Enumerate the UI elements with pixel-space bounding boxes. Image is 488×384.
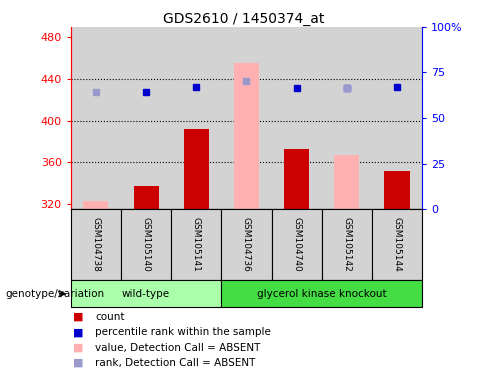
Bar xyxy=(284,149,309,209)
Bar xyxy=(222,209,271,280)
Text: ■: ■ xyxy=(73,327,84,337)
Text: GSM104738: GSM104738 xyxy=(91,217,101,272)
Bar xyxy=(385,171,409,209)
Text: percentile rank within the sample: percentile rank within the sample xyxy=(95,327,271,337)
Text: glycerol kinase knockout: glycerol kinase knockout xyxy=(257,289,386,299)
Text: count: count xyxy=(95,312,124,322)
Bar xyxy=(234,63,259,209)
Bar xyxy=(71,280,222,307)
Text: ■: ■ xyxy=(73,343,84,353)
Bar xyxy=(334,155,359,209)
Bar xyxy=(372,209,422,280)
Bar xyxy=(171,209,222,280)
Text: ■: ■ xyxy=(73,358,84,368)
Text: GSM105144: GSM105144 xyxy=(392,217,402,272)
Text: GSM104740: GSM104740 xyxy=(292,217,301,272)
Bar xyxy=(134,186,159,209)
Text: GSM105142: GSM105142 xyxy=(342,217,351,272)
Bar xyxy=(271,209,322,280)
Bar xyxy=(121,209,171,280)
Bar xyxy=(322,209,372,280)
Bar xyxy=(183,129,209,209)
Text: ■: ■ xyxy=(73,312,84,322)
Bar xyxy=(222,280,422,307)
Text: genotype/variation: genotype/variation xyxy=(5,289,104,299)
Bar xyxy=(83,201,108,209)
Bar xyxy=(71,209,121,280)
Text: GSM105140: GSM105140 xyxy=(142,217,151,272)
Text: wild-type: wild-type xyxy=(122,289,170,299)
Text: value, Detection Call = ABSENT: value, Detection Call = ABSENT xyxy=(95,343,261,353)
Text: rank, Detection Call = ABSENT: rank, Detection Call = ABSENT xyxy=(95,358,256,368)
Text: GSM104736: GSM104736 xyxy=(242,217,251,272)
Text: GDS2610 / 1450374_at: GDS2610 / 1450374_at xyxy=(163,12,325,25)
Text: GSM105141: GSM105141 xyxy=(192,217,201,272)
